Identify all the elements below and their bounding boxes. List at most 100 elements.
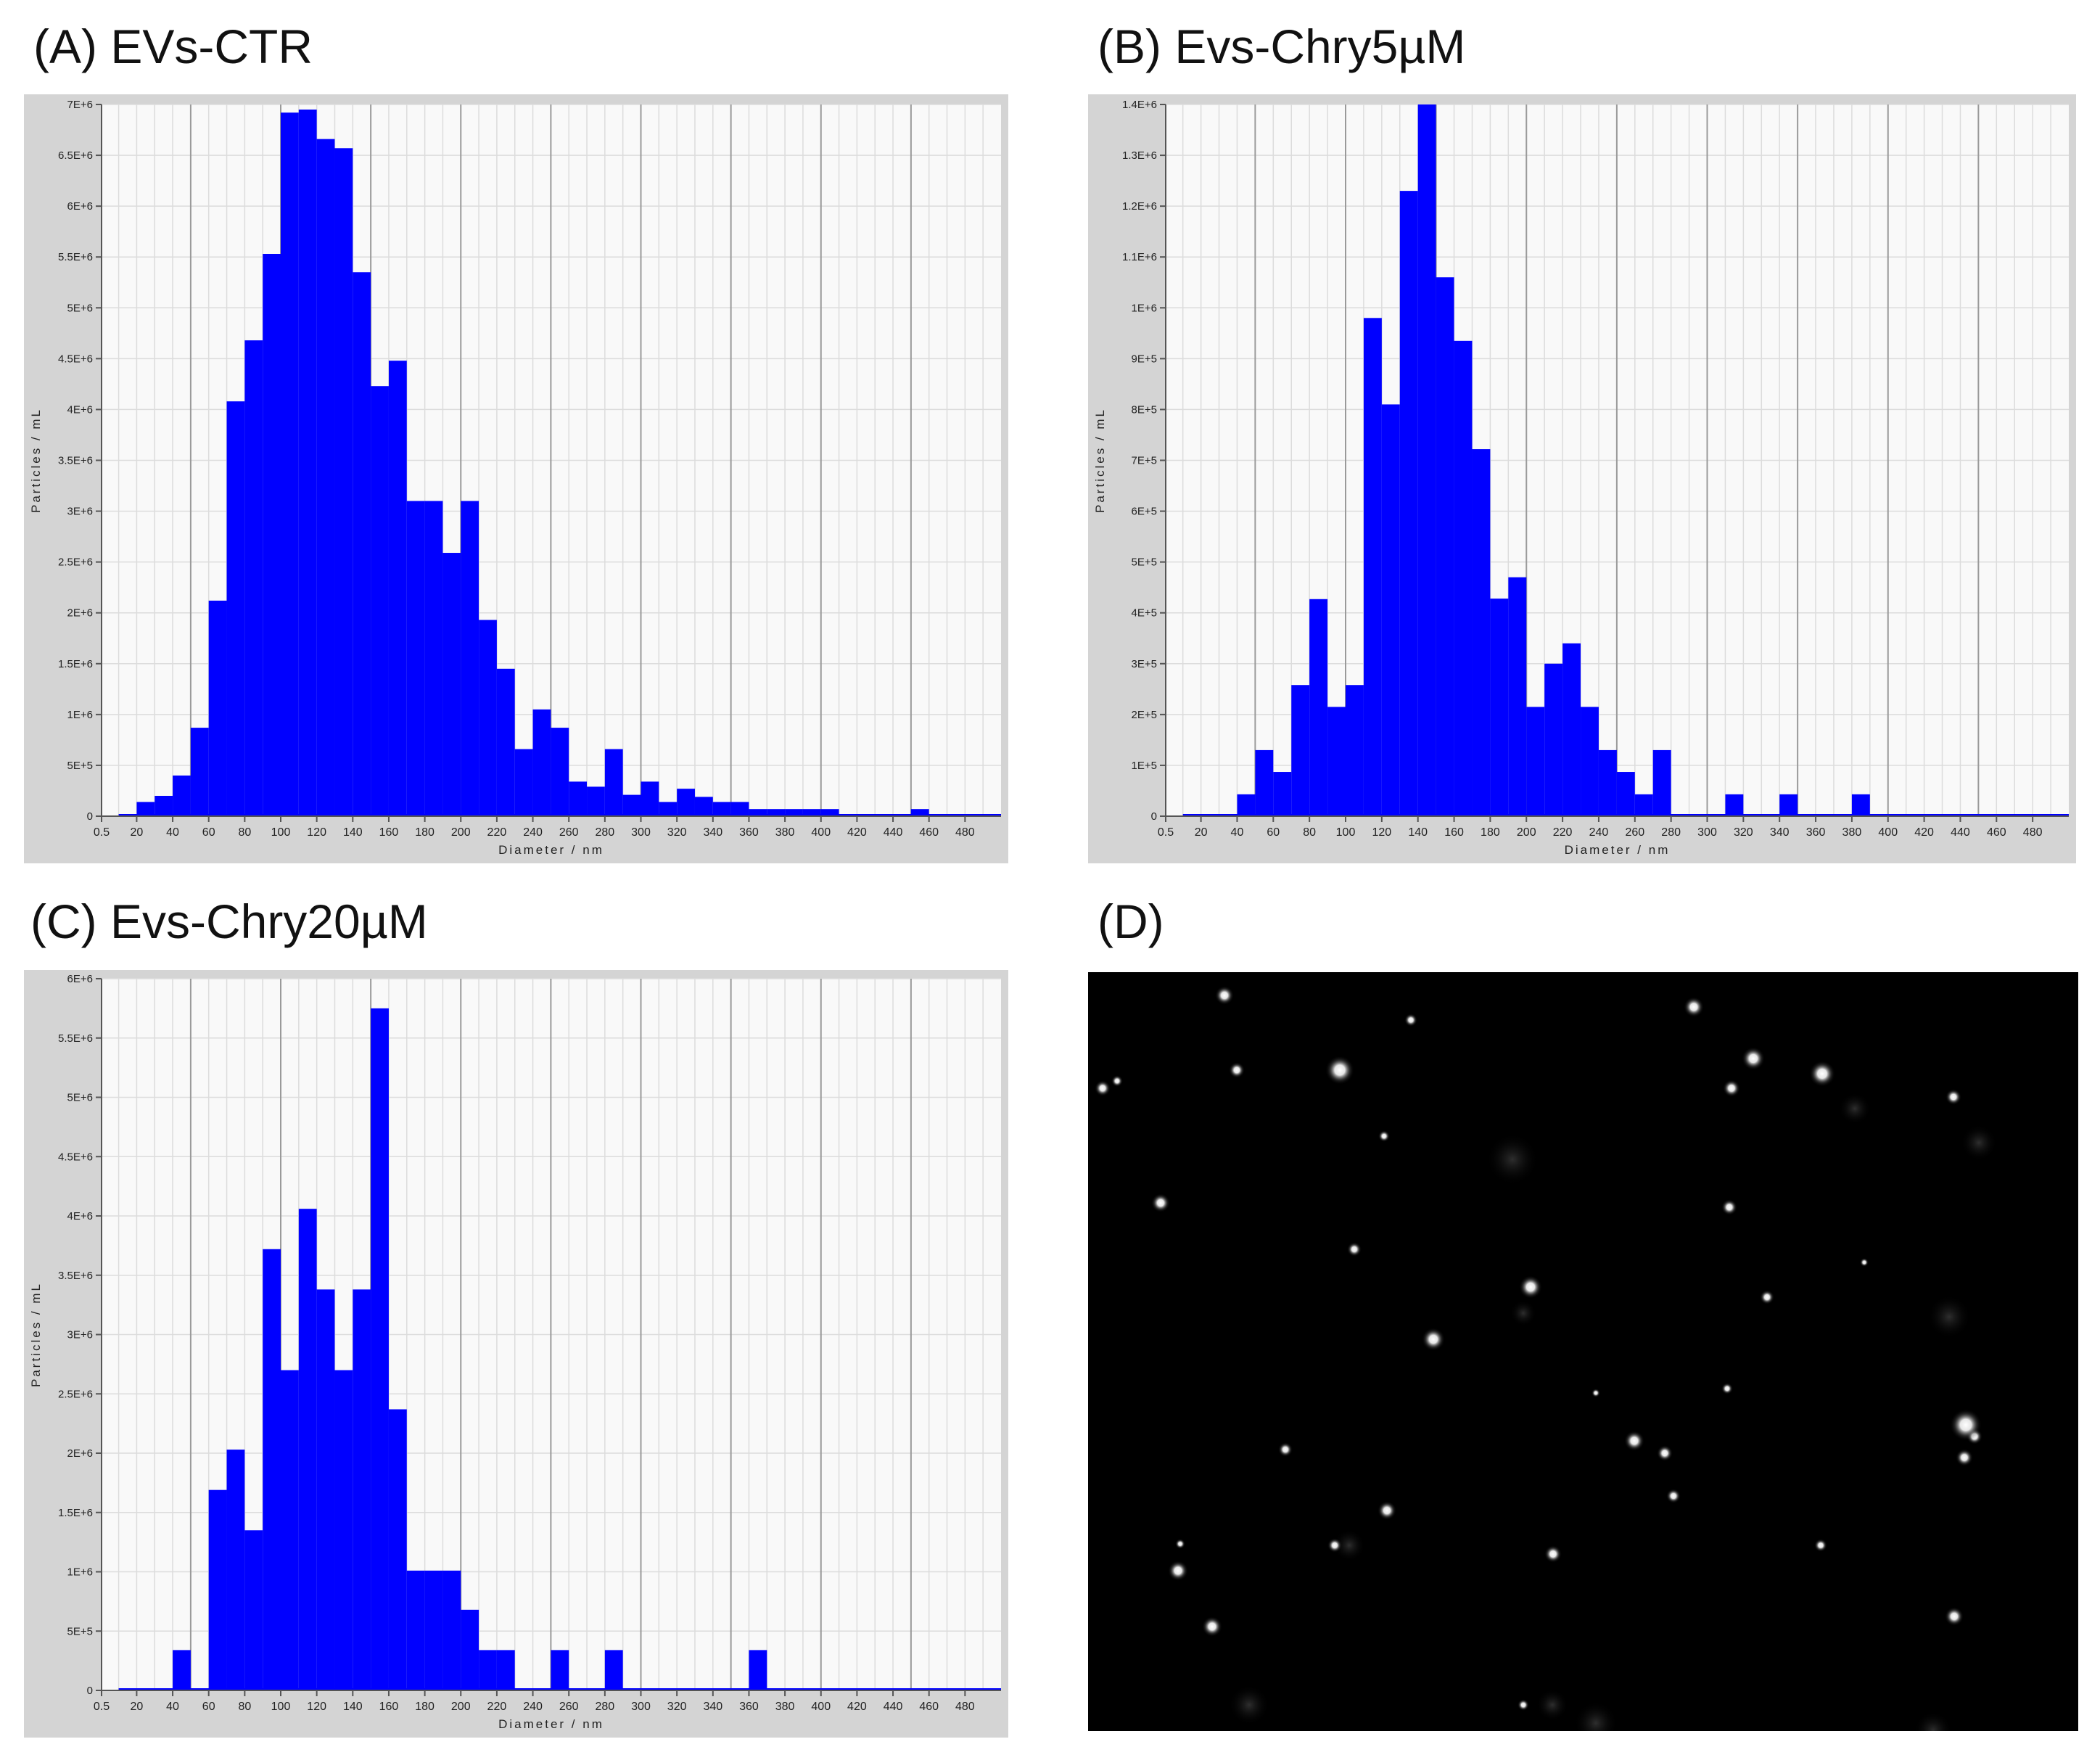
x-tick-label: 60: [202, 826, 215, 839]
background-haze: [1961, 1125, 1997, 1161]
x-tick-label: 420: [847, 1701, 867, 1713]
x-tick-label: 340: [703, 826, 722, 839]
particle-spot: [1095, 1080, 1111, 1096]
particle-spot: [1666, 1489, 1681, 1503]
histogram-bar: [1562, 643, 1581, 816]
particle-spot: [1809, 1061, 1835, 1087]
histogram-bar: [281, 1370, 299, 1690]
particle-spot: [1215, 986, 1234, 1005]
x-tick-label: 100: [271, 1701, 291, 1713]
particle-spot: [1229, 1062, 1245, 1078]
x-tick-label: 280: [596, 1701, 615, 1713]
chart-a-frame: 0 5E+5 1E+6 1.5E+6 2E+6 2.5E+6 3E+6 3.5E+6 4E+6 4…: [24, 94, 1008, 863]
x-tick-label: 480: [955, 826, 975, 839]
histogram-bar: [298, 110, 317, 816]
particle-spot: [1175, 1539, 1185, 1549]
y-tick-label: 5E+6: [67, 1092, 93, 1104]
x-axis-title: Diameter / nm: [498, 1717, 604, 1731]
x-tick-label: 240: [523, 1701, 543, 1713]
x-tick-label: 40: [166, 826, 179, 839]
y-tick-label: 0: [87, 810, 93, 823]
particle-spot: [1325, 1056, 1354, 1085]
x-tick-label: 140: [343, 826, 363, 839]
histogram-bar: [353, 1289, 371, 1690]
x-tick-label: 420: [1914, 826, 1934, 839]
background-haze: [1486, 1133, 1539, 1185]
particle-spot: [1657, 1445, 1673, 1461]
histogram-bar: [208, 600, 227, 816]
particle-spot: [1956, 1449, 1973, 1466]
x-tick-label: 380: [1842, 826, 1862, 839]
histogram-bar: [820, 809, 839, 816]
x-tick-label: 180: [415, 1701, 435, 1713]
y-tick-label: 3E+6: [67, 1329, 93, 1341]
panel-a-title: (A) EVs-CTR: [33, 20, 313, 73]
particle-spot: [1723, 1080, 1740, 1097]
y-tick-label: 2E+6: [67, 607, 93, 620]
x-tick-label: 0.5: [1158, 826, 1174, 839]
y-tick-label: 7E+5: [1132, 455, 1157, 467]
x-tick-label: 80: [238, 826, 251, 839]
histogram-bar: [1616, 772, 1635, 816]
histogram-bar: [1327, 707, 1346, 816]
histogram-bar: [461, 1609, 479, 1690]
histogram-bar: [1417, 104, 1436, 816]
x-tick-label: 220: [487, 826, 507, 839]
histogram-bar: [551, 1650, 569, 1690]
y-tick-label: 8E+5: [1132, 403, 1157, 416]
y-tick-label: 3.5E+6: [58, 1270, 93, 1282]
chart-b: 0 1E+5 2E+5 3E+5 4E+5 5E+5 6E+5 7E+5 8E+5 9E+5 1E+…: [1093, 99, 2069, 857]
histogram-bar: [263, 254, 281, 816]
y-tick-label: 1.1E+6: [1122, 251, 1157, 263]
histogram-bar: [569, 781, 588, 816]
x-tick-label: 280: [1661, 826, 1681, 839]
histogram-bar: [173, 1650, 191, 1690]
x-tick-label: 400: [1878, 826, 1898, 839]
x-tick-label: 360: [1806, 826, 1826, 839]
x-tick-label: 160: [379, 826, 399, 839]
x-tick-label: 480: [955, 1701, 975, 1713]
histogram-bar: [406, 1570, 425, 1690]
histogram-bar: [208, 1489, 227, 1690]
x-tick-label: 180: [415, 826, 435, 839]
histogram-bar: [281, 112, 299, 816]
y-axis-title: Particles / mL: [29, 1282, 43, 1387]
x-tick-label: 60: [202, 1701, 215, 1713]
histogram-bar: [298, 1209, 317, 1690]
background-haze: [1914, 1711, 1952, 1731]
particle-spot: [1592, 1389, 1600, 1397]
histogram-bar: [155, 795, 173, 816]
y-tick-label: 1E+6: [67, 709, 93, 721]
y-axis-title: Particles / mL: [29, 408, 43, 513]
histogram-bar: [551, 728, 569, 816]
particle-spot: [1347, 1242, 1362, 1257]
particle-spot: [1422, 1328, 1445, 1351]
histogram-bar: [496, 1650, 515, 1690]
histogram-bar: [802, 809, 821, 816]
histogram-bar: [514, 749, 533, 816]
particle-spot: [1518, 1699, 1529, 1711]
histogram-bar: [677, 789, 695, 816]
histogram-bar: [730, 802, 749, 816]
y-tick-label: 6.5E+6: [58, 149, 93, 162]
histogram-bar: [587, 786, 605, 816]
y-tick-label: 4E+5: [1132, 607, 1157, 620]
x-tick-label: 40: [1231, 826, 1244, 839]
histogram-bar: [190, 728, 209, 816]
y-tick-label: 5E+5: [1132, 556, 1157, 569]
y-tick-label: 3E+6: [67, 506, 93, 518]
histogram-bar: [461, 501, 479, 816]
histogram-bar: [442, 1570, 461, 1690]
x-tick-label: 140: [1408, 826, 1428, 839]
x-axis-title: Diameter / nm: [1565, 843, 1671, 857]
x-tick-label: 320: [667, 826, 687, 839]
histogram-bar: [244, 1530, 263, 1690]
particle-spot: [1111, 1075, 1123, 1087]
y-tick-label: 6E+5: [1132, 506, 1157, 518]
y-tick-label: 4E+6: [67, 403, 93, 416]
chart-b-frame: 0 1E+5 2E+5 3E+5 4E+5 5E+5 6E+5 7E+5 8E+5 9E+5 1E+…: [1088, 94, 2076, 863]
x-tick-label: 120: [307, 1701, 326, 1713]
x-tick-label: 360: [739, 1701, 759, 1713]
histogram-bar: [749, 809, 767, 816]
histogram-bar: [1436, 277, 1454, 816]
